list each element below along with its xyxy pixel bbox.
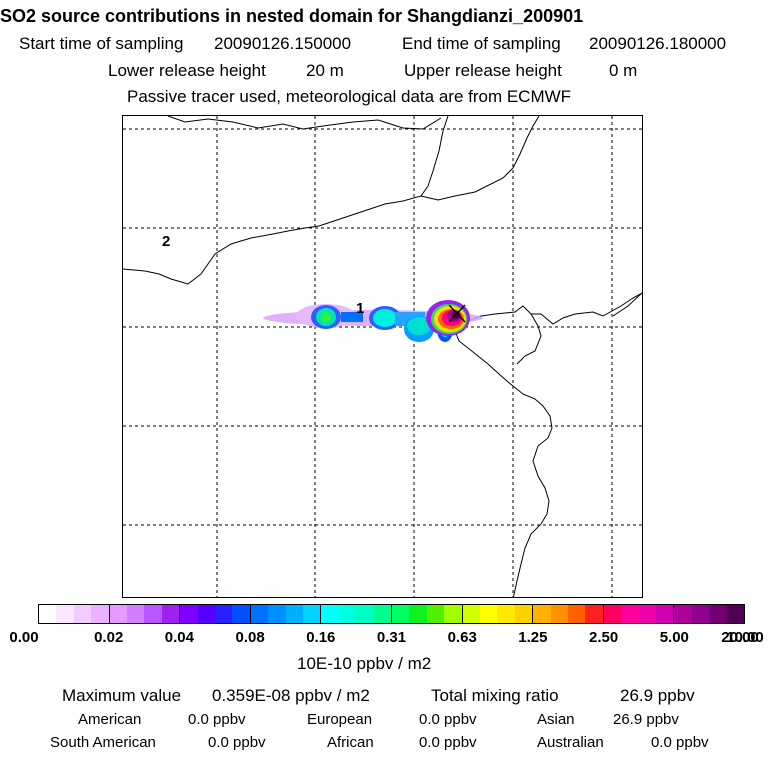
region-label-2: 2	[162, 233, 170, 250]
upper-height-value: 0 m	[609, 61, 638, 80]
colorbar-tick-label: 0.16	[306, 629, 336, 646]
colorbar-swatch	[655, 605, 674, 623]
colorbar-band	[462, 605, 534, 623]
colorbar-swatch	[268, 605, 286, 623]
colorbar-swatch	[285, 605, 303, 623]
colorbar-tick-label: 5.00	[659, 629, 689, 646]
colorbar	[38, 604, 745, 624]
colorbar-swatch	[621, 605, 639, 623]
colorbar-swatch	[373, 605, 391, 623]
region-value-european: 0.0 ppbv	[419, 711, 477, 728]
colorbar-swatch	[479, 605, 498, 623]
colorbar-swatch	[497, 605, 515, 623]
region-value-australian: 0.0 ppbv	[651, 734, 709, 751]
colorbar-swatch	[127, 605, 145, 623]
colorbar-swatch	[409, 605, 427, 623]
colorbar-tick-label: 10.00	[726, 629, 764, 646]
colorbar-tick-label: 20.00	[721, 629, 759, 646]
colorbar-swatch	[215, 605, 233, 623]
region-name-american: American	[78, 711, 142, 728]
colorbar-swatch	[197, 605, 215, 623]
end-time-value: 20090126.180000	[589, 34, 727, 53]
colorbar-swatch	[709, 605, 727, 623]
colorbar-swatch	[514, 605, 533, 623]
colorbar-tick-label: 0.63	[447, 629, 477, 646]
lat-lon-grid	[123, 116, 642, 597]
map-svg: 1 2	[123, 116, 642, 597]
colorbar-swatch	[462, 605, 480, 623]
region-value-south-american: 0.0 ppbv	[208, 734, 266, 751]
colorbar-swatch	[56, 605, 74, 623]
colorbar-swatch	[232, 605, 250, 623]
colorbar-tick-label: 0.02	[94, 629, 124, 646]
max-value: 0.359E-08 ppbv / m2	[212, 686, 370, 705]
region-name-african: African	[327, 734, 374, 751]
colorbar-swatch	[567, 605, 586, 623]
colorbar-swatch	[91, 605, 109, 623]
colorbar-tick-label: 0.31	[376, 629, 407, 646]
colorbar-band	[533, 605, 604, 623]
colorbar-swatch	[391, 605, 410, 623]
colorbar-swatch	[674, 605, 692, 623]
page-title: SO2 source contributions in nested domai…	[0, 6, 584, 26]
colorbar-swatch	[338, 605, 357, 623]
region-label-1: 1	[356, 300, 364, 317]
colorbar-swatch	[603, 605, 622, 623]
colorbar-swatch	[109, 605, 127, 623]
start-time-value: 20090126.150000	[214, 34, 352, 53]
x-marker-icon	[448, 304, 466, 323]
colorbar-swatch	[533, 605, 551, 623]
coastlines-borders	[123, 116, 642, 597]
colorbar-swatch	[426, 605, 445, 623]
colorbar-band	[674, 605, 744, 623]
colorbar-swatch	[39, 605, 57, 623]
colorbar-swatch	[321, 605, 339, 623]
colorbar-tick-label: 1.25	[518, 629, 548, 646]
colorbar-band	[603, 605, 675, 623]
colorbar-band	[39, 605, 110, 623]
region-value-african: 0.0 ppbv	[419, 734, 477, 751]
total-mixing-value: 26.9 ppbv	[620, 686, 695, 705]
colorbar-swatch	[161, 605, 180, 623]
lower-height-label: Lower release height	[108, 61, 266, 80]
colorbar-swatch	[73, 605, 92, 623]
lower-height-value: 20 m	[306, 61, 344, 80]
colorbar-swatch	[585, 605, 603, 623]
colorbar-band	[321, 605, 392, 623]
colorbar-band	[250, 605, 322, 623]
colorbar-unit: 10E-10 ppbv / m2	[297, 654, 432, 673]
total-mixing-label: Total mixing ratio	[431, 686, 559, 705]
colorbar-swatch	[303, 605, 321, 623]
max-value-label: Maximum value	[62, 686, 182, 705]
colorbar-swatch	[638, 605, 656, 623]
colorbar-band	[180, 605, 251, 623]
region-name-australian: Australian	[537, 734, 604, 751]
region-name-european: European	[307, 711, 373, 728]
colorbar-swatch	[550, 605, 568, 623]
colorbar-tick-label: 2.50	[588, 629, 619, 646]
colorbar-tick-label: 0.08	[235, 629, 265, 646]
region-name-south-american: South American	[50, 734, 156, 751]
upper-height-label: Upper release height	[404, 61, 562, 80]
colorbar-swatch	[726, 605, 744, 623]
colorbar-tick-label: 0.00	[9, 629, 39, 646]
region-name-asian: Asian	[537, 711, 575, 728]
colorbar-band	[391, 605, 463, 623]
colorbar-swatch	[250, 605, 269, 623]
colorbar-band	[109, 605, 181, 623]
end-time-label: End time of sampling	[402, 34, 561, 53]
colorbar-swatch	[144, 605, 162, 623]
map-panel: 1 2	[122, 115, 643, 598]
colorbar-swatch	[356, 605, 374, 623]
tracer-note: Passive tracer used, meteorological data…	[127, 87, 572, 106]
colorbar-swatch	[691, 605, 710, 623]
region-value-american: 0.0 ppbv	[188, 711, 246, 728]
colorbar-tick-label: 0.04	[164, 629, 194, 646]
colorbar-swatch	[444, 605, 462, 623]
region-value-asian: 26.9 ppbv	[613, 711, 679, 728]
start-time-label: Start time of sampling	[19, 34, 184, 53]
colorbar-swatch	[180, 605, 198, 623]
